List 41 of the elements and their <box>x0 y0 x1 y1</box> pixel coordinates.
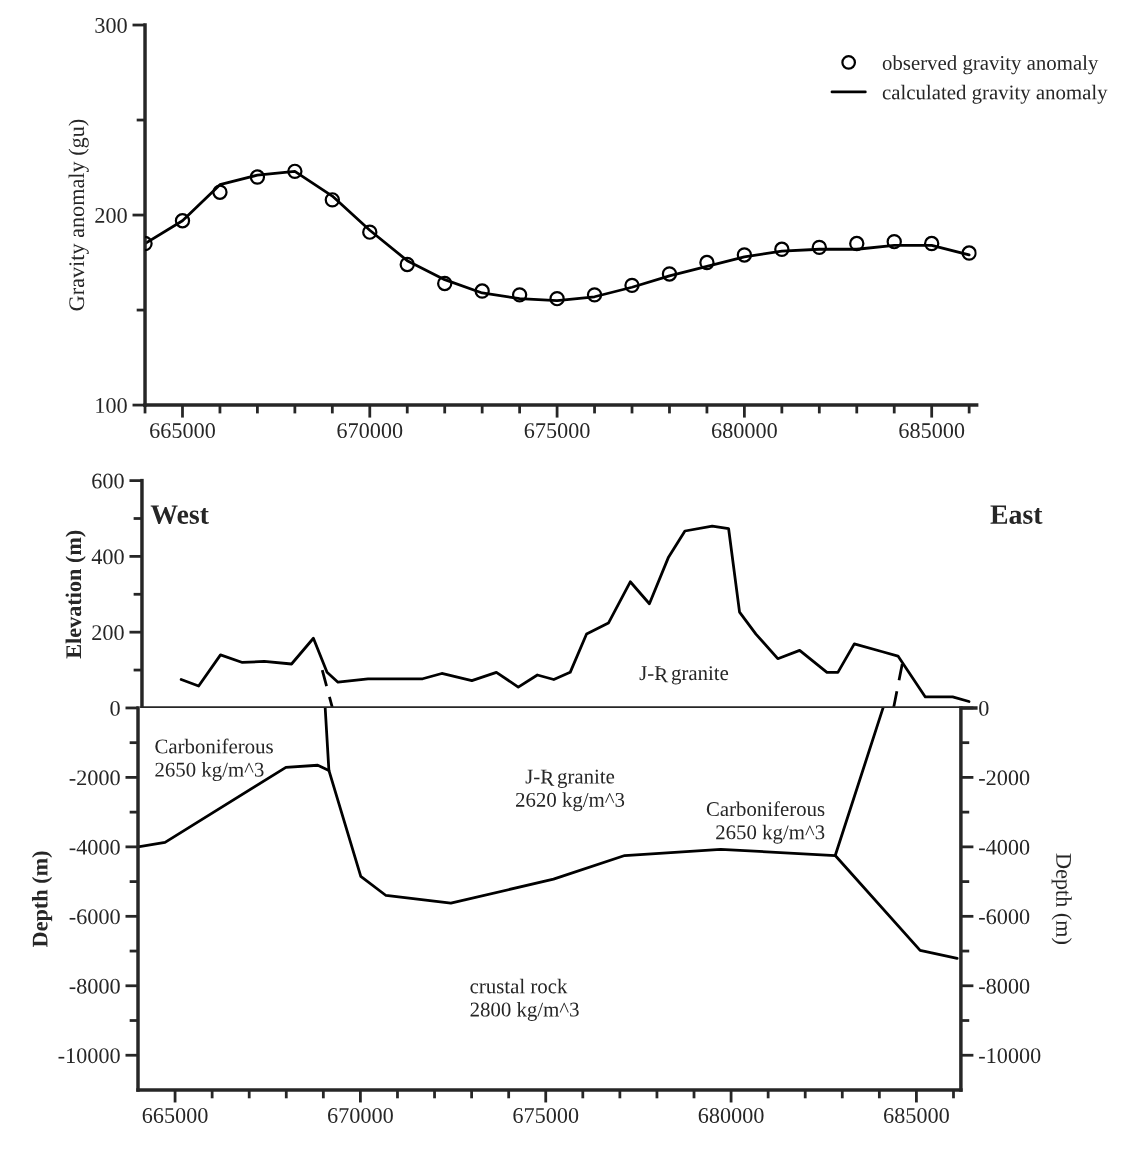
x-tick-label: 670000 <box>337 423 403 439</box>
annotation: crustal rock 2800 kg/m^3 <box>470 978 579 1021</box>
y-axis-title: Elevation (m) <box>65 530 86 659</box>
y-tick-label: 300 <box>95 17 127 33</box>
y-tick-label: 400 <box>91 549 124 565</box>
y-tick-label: -10000 <box>58 1048 120 1064</box>
x-tick-label: 685000 <box>884 1107 949 1123</box>
y-tick-label: 200 <box>92 625 124 641</box>
y2-tick-label: -4000 <box>979 839 1030 855</box>
x-tick-label: 665000 <box>142 1107 208 1123</box>
x-tick-label: 680000 <box>712 423 777 439</box>
annotation: Carboniferous 2650 kg/m^3 <box>706 801 825 844</box>
text: East <box>990 505 1043 524</box>
x-tick-label: 675000 <box>513 1107 579 1123</box>
y2-tick-label: 0 <box>979 700 989 716</box>
y-tick-label: 0 <box>110 700 120 716</box>
x-tick-label: 680000 <box>698 1107 764 1123</box>
y-tick-label: -8000 <box>69 978 120 994</box>
annotation: Carboniferous 2650 kg/m^3 <box>155 738 273 781</box>
x-tick-label: 685000 <box>899 423 965 439</box>
x-tick-label: 665000 <box>150 423 215 439</box>
y-tick-label: 200 <box>95 207 127 223</box>
y-tick-label: -6000 <box>69 909 120 925</box>
legend-label: observed gravity anomaly <box>882 55 1099 75</box>
y-tick-label: 100 <box>96 398 127 413</box>
y2-tick-label: -10000 <box>979 1048 1041 1064</box>
y-tick-label: -4000 <box>69 839 120 855</box>
y2-axis-title: Depth (m) <box>1051 853 1072 944</box>
y2-tick-label: -6000 <box>979 909 1030 925</box>
annotation: West <box>150 505 209 525</box>
y2-tick-label: -2000 <box>979 770 1030 786</box>
y-tick-label: 600 <box>92 473 124 489</box>
annotation: J-Ʀ granite 2620 kg/m^3 <box>515 769 625 812</box>
y-axis-title: Depth (m) <box>31 851 53 948</box>
y2-tick-label: -8000 <box>979 978 1030 994</box>
legend-label: calculated gravity anomaly <box>882 84 1108 104</box>
y-axis-title: Gravity anomaly (gu) <box>68 119 89 311</box>
x-tick-label: 675000 <box>524 423 590 439</box>
x-tick-label: 670000 <box>328 1107 393 1123</box>
annotation: J-Ʀ granite <box>639 666 729 685</box>
y-tick-label: -2000 <box>69 770 120 786</box>
